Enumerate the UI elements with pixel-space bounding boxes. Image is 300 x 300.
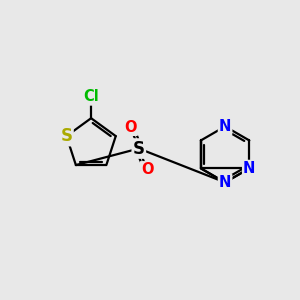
Text: N: N xyxy=(219,119,231,134)
Text: S: S xyxy=(61,127,73,145)
Text: O: O xyxy=(141,162,153,177)
Text: N: N xyxy=(219,175,231,190)
Text: O: O xyxy=(124,120,137,135)
Text: N: N xyxy=(243,161,256,176)
Text: Cl: Cl xyxy=(83,89,99,104)
Text: S: S xyxy=(133,140,145,158)
